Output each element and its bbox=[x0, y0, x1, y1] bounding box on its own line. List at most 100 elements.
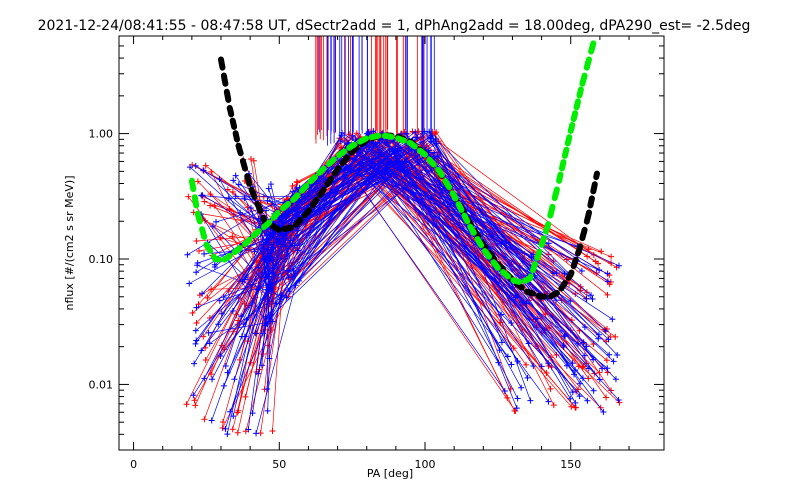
fit-curve-green-dash bbox=[510, 277, 522, 285]
fit-curve-green-dash bbox=[561, 146, 570, 159]
trace-point bbox=[415, 128, 422, 135]
trace-point bbox=[596, 369, 603, 376]
trace-point bbox=[595, 335, 602, 342]
trace-point bbox=[196, 247, 203, 254]
trace-point bbox=[337, 138, 344, 145]
trace-point bbox=[597, 404, 604, 411]
trace-point bbox=[608, 253, 615, 260]
fit-curve-green-dash bbox=[538, 235, 547, 248]
trace-point bbox=[296, 277, 303, 284]
trace-point bbox=[249, 410, 256, 417]
trace-point bbox=[195, 301, 202, 308]
trace-line bbox=[264, 147, 543, 367]
fit-curve-green-dash bbox=[191, 194, 200, 209]
trace-point bbox=[598, 248, 605, 255]
trace-point bbox=[545, 398, 552, 405]
trace-point bbox=[610, 358, 617, 365]
fit-curve-black-dash bbox=[548, 289, 560, 300]
trace-point bbox=[290, 267, 297, 274]
trace-point bbox=[211, 202, 218, 209]
fit-curve-black-dash bbox=[324, 175, 334, 188]
trace-line bbox=[247, 161, 499, 430]
fit-curve-black-dash bbox=[317, 186, 327, 198]
trace-point bbox=[193, 238, 200, 245]
trace-point bbox=[584, 397, 591, 404]
trace-point bbox=[232, 172, 239, 179]
trace-point bbox=[202, 357, 209, 364]
trace-point bbox=[508, 361, 515, 368]
trace-point bbox=[513, 405, 520, 412]
trace-point bbox=[547, 385, 554, 392]
fit-curve-black-dash bbox=[331, 165, 342, 177]
x-tick-label: 50 bbox=[272, 458, 286, 471]
trace-point bbox=[512, 294, 519, 301]
trace-point bbox=[289, 182, 296, 189]
trace-line bbox=[220, 142, 549, 357]
trace-point bbox=[224, 431, 231, 438]
trace-point bbox=[200, 333, 207, 340]
fit-curve-green-dash bbox=[449, 190, 459, 202]
trace-line bbox=[210, 146, 588, 295]
trace-point bbox=[568, 403, 575, 410]
trace-point bbox=[525, 340, 532, 347]
trace-point bbox=[604, 291, 611, 298]
trace-line bbox=[258, 152, 586, 328]
trace-point bbox=[286, 288, 293, 295]
trace-point bbox=[186, 164, 193, 171]
trace-point bbox=[603, 357, 610, 364]
trace-point bbox=[561, 333, 568, 340]
trace-point bbox=[518, 384, 525, 391]
trace-line bbox=[255, 147, 604, 413]
fit-curve-green-dash bbox=[203, 241, 214, 254]
fit-curve-black-dash bbox=[244, 173, 253, 187]
trace-point bbox=[193, 304, 200, 311]
trace-point bbox=[569, 389, 576, 396]
trace-point bbox=[213, 218, 220, 225]
trace-point bbox=[191, 360, 198, 367]
trace-point bbox=[296, 241, 303, 248]
fit-curve-black-dash bbox=[339, 154, 351, 166]
trace-point bbox=[590, 387, 597, 394]
trace-point bbox=[194, 259, 201, 266]
trace-point bbox=[208, 417, 215, 424]
trace-point bbox=[588, 292, 595, 299]
trace-point bbox=[346, 131, 353, 138]
trace-line bbox=[244, 164, 620, 337]
trace-point bbox=[242, 274, 249, 281]
trace-point bbox=[283, 294, 290, 301]
trace-point bbox=[602, 327, 609, 334]
trace-line bbox=[259, 155, 529, 319]
fit-curve-black-dash bbox=[593, 170, 600, 181]
trace-point bbox=[265, 185, 272, 192]
fit-curve-green-dash bbox=[534, 248, 543, 261]
trace-point bbox=[193, 269, 200, 276]
trace-point bbox=[233, 311, 240, 318]
trace-point bbox=[204, 294, 211, 301]
trace-point bbox=[247, 204, 254, 211]
fit-curve-green-dash bbox=[426, 156, 437, 168]
y-axis: 0.01 0.10 1.00 bbox=[89, 35, 664, 451]
trace-point bbox=[294, 227, 301, 234]
fit-curve-black-dash bbox=[558, 280, 568, 292]
fit-curve-green-dash bbox=[474, 236, 485, 249]
fit-curve-green-dash bbox=[416, 147, 428, 158]
trace-point bbox=[514, 395, 521, 402]
fit-curve-black-dash bbox=[254, 200, 264, 214]
trace-point bbox=[285, 267, 292, 274]
fit-curve-black-dash bbox=[565, 269, 575, 281]
trace-point bbox=[229, 308, 236, 315]
trace-point bbox=[567, 395, 574, 402]
trace-point bbox=[294, 179, 301, 186]
trace-point bbox=[369, 158, 376, 165]
trace-point bbox=[267, 181, 274, 188]
fit-curve-green-dash bbox=[579, 72, 588, 87]
fit-curve-green-dash bbox=[194, 210, 203, 225]
trace-point bbox=[201, 416, 208, 423]
trace-line bbox=[189, 161, 518, 409]
fit-curve-green-dash bbox=[316, 165, 327, 176]
trace-point bbox=[578, 267, 585, 274]
trace-point bbox=[189, 309, 196, 316]
fit-curve-black-dash bbox=[239, 158, 248, 172]
trace-point bbox=[538, 363, 545, 370]
trace-point bbox=[550, 270, 557, 277]
